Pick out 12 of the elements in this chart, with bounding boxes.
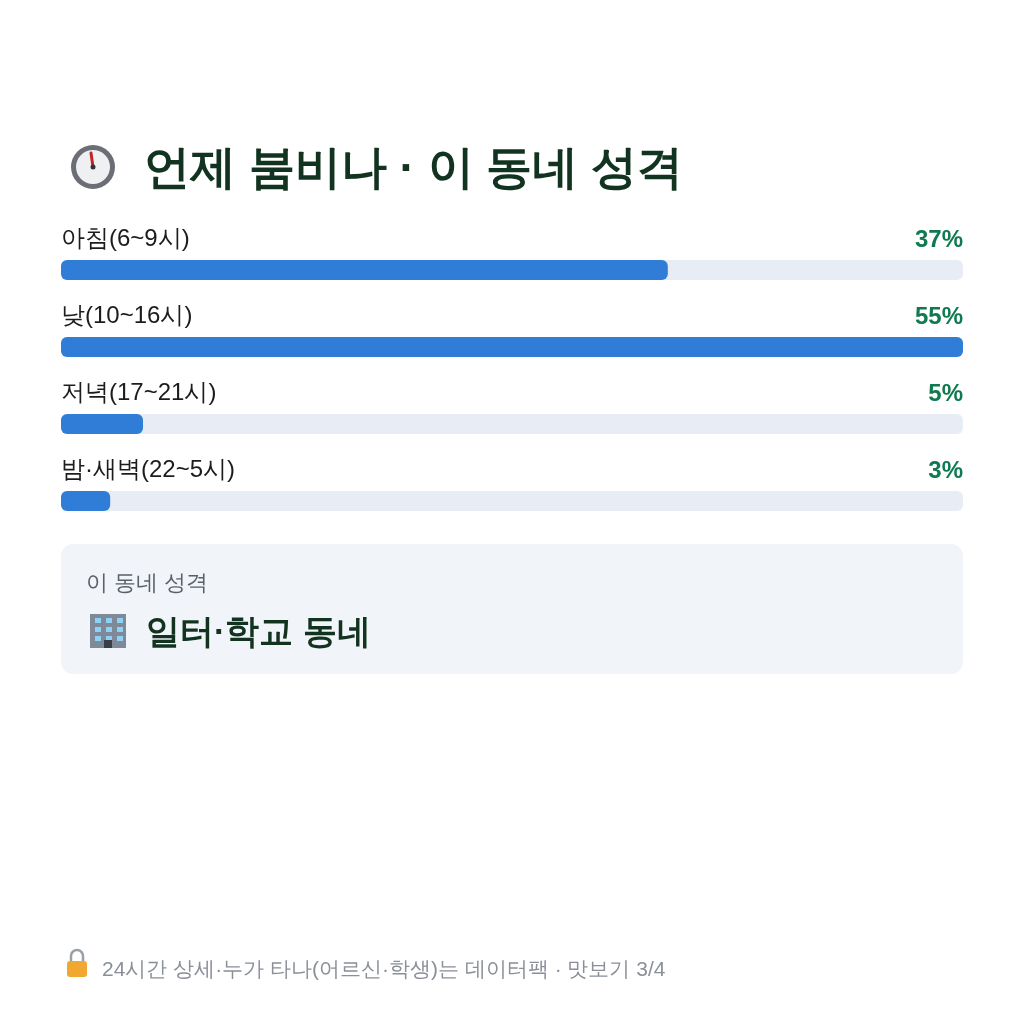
y-tick-label: 밤·새벽(22~5시) (61, 455, 236, 482)
data-label: 5% (928, 379, 963, 406)
data-label: 37% (914, 225, 963, 252)
text: 일터·학교 동네 (146, 612, 371, 650)
text: 이 동네 성격 (86, 570, 209, 595)
data-label: 3% (928, 456, 963, 483)
y-tick-label: 아침(6~9시) (61, 224, 190, 251)
y-tick-label: 낮(10~16시) (61, 301, 193, 328)
text: 24시간 상세·누가 타나(어르신·학생)는 데이터팩 · 맛보기 3/4 (102, 957, 666, 980)
chart-title: 언제 붐비나 · 이 동네 성격 (144, 141, 684, 193)
data-label: 55% (914, 302, 963, 329)
y-tick-label: 저녁(17~21시) (61, 378, 217, 405)
